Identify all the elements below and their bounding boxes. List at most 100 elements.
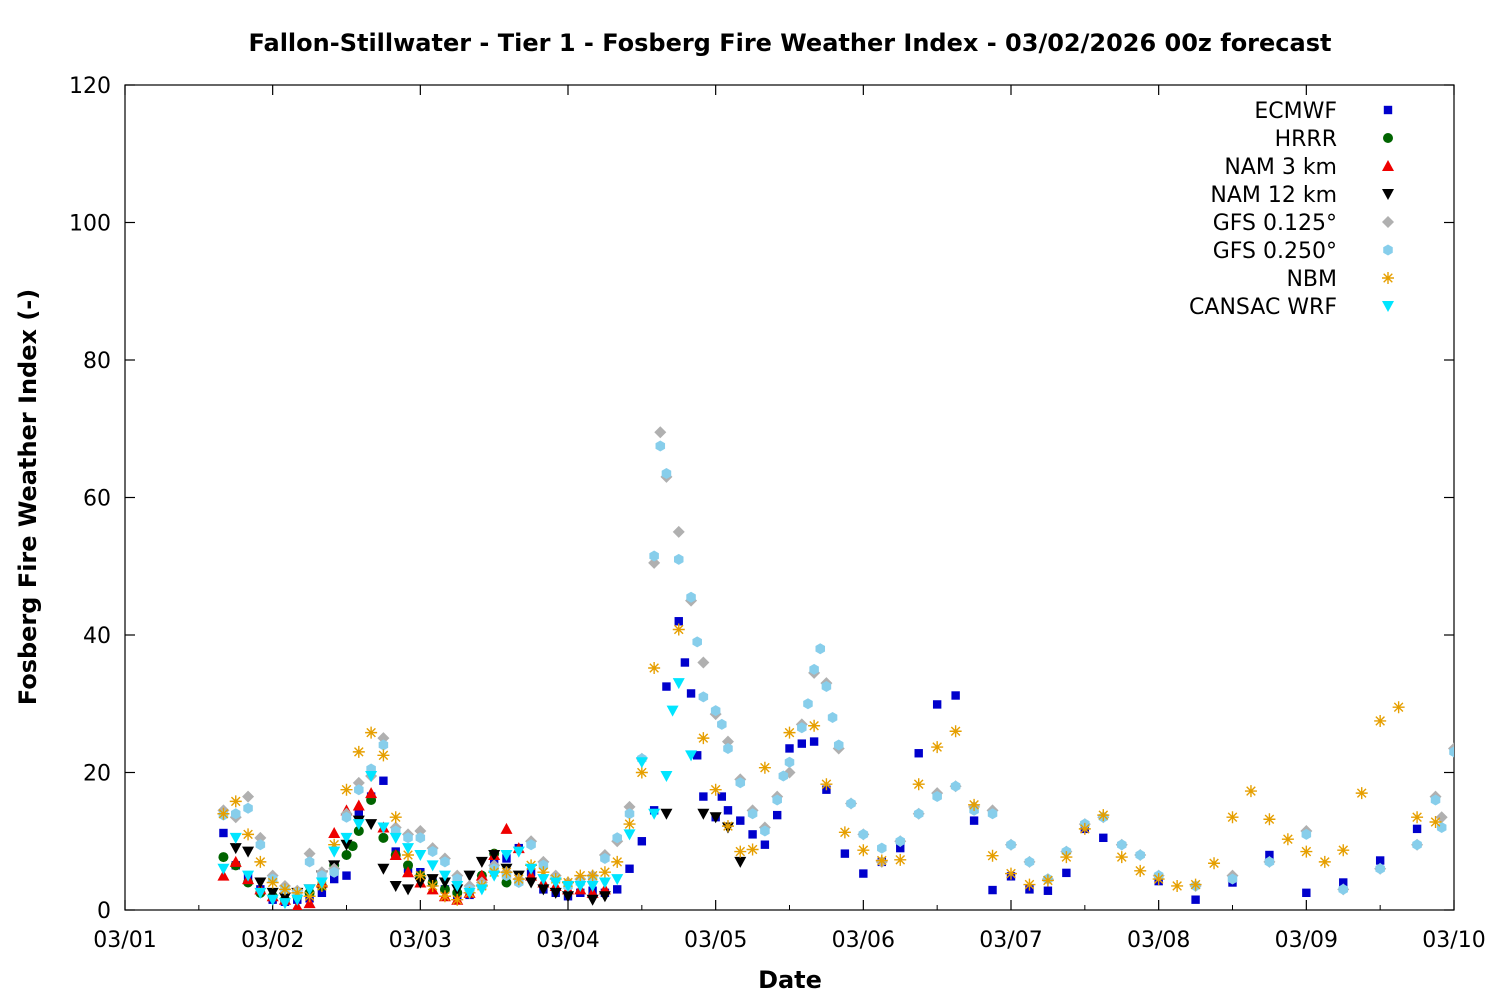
data-point [525,863,538,875]
data-point [697,732,710,745]
data-point [692,636,702,648]
data-point [1134,864,1147,877]
data-point [427,846,438,858]
data-point [403,832,413,844]
data-point [857,844,870,857]
data-point [1375,856,1385,865]
data-point [697,808,710,820]
data-point [352,745,365,758]
data-point [649,550,659,562]
data-point [278,898,291,910]
data-point [1099,833,1108,843]
data-point [537,866,550,879]
data-point [660,808,673,820]
data-point [254,831,267,844]
data-point [1062,868,1071,878]
data-point [734,845,747,858]
data-point [402,849,415,861]
legend-marker-nbm [1382,272,1394,284]
data-point [1264,856,1275,868]
data-point [352,819,365,831]
data-point [342,871,351,880]
y-tick-label: 80 [83,349,111,374]
data-point [537,884,550,896]
data-point [242,870,255,882]
data-point [778,770,789,782]
data-point [254,877,267,889]
data-point [1392,701,1405,714]
data-point [303,884,316,896]
data-point [623,800,636,813]
data-point [803,698,813,710]
data-point [1244,785,1257,798]
data-point [242,790,255,803]
data-point [291,886,304,899]
data-point [365,770,378,782]
data-point [415,832,426,844]
data-point [723,806,733,815]
data-point [809,663,819,675]
data-point [549,877,562,889]
data-point [662,682,671,691]
data-point [1265,850,1274,860]
data-point [666,705,679,717]
data-point [574,880,587,892]
data-point [414,869,427,882]
data-point [914,749,923,758]
data-point [255,839,266,851]
y-tick-label: 0 [97,899,111,924]
data-point [655,440,666,452]
data-point [598,891,611,903]
data-point [329,866,339,878]
y-tick-label: 60 [83,487,111,512]
data-point [951,691,960,700]
data-point [389,811,402,824]
data-point [414,824,427,837]
data-point [426,860,439,872]
x-tick-label: 03/09 [1275,928,1338,953]
data-point [797,722,807,734]
data-point [315,877,328,889]
data-point [537,874,550,886]
data-point [379,776,388,785]
data-point [402,884,415,896]
data-point [986,849,999,862]
data-point [340,783,353,796]
data-point [303,847,316,860]
data-point [613,885,622,894]
data-point [809,737,819,746]
data-point [710,705,721,717]
data-point [932,791,942,803]
data-point [611,874,624,886]
data-point [746,843,759,856]
legend-marker-ecmwf [1383,105,1393,115]
data-point [734,856,747,868]
x-tick-label: 03/03 [389,928,452,953]
data-point [328,827,341,838]
data-point [329,874,339,884]
data-point [266,876,279,889]
series-nbm [217,623,1442,906]
x-axis: 03/01 03/02 03/03 03/04 03/05 03/06 03/07 03/08… [93,85,1486,953]
data-point [699,792,708,801]
data-point [838,826,851,839]
data-point [969,816,979,825]
data-point [698,691,709,703]
data-point [840,849,850,858]
data-point [354,784,364,796]
data-point [426,874,439,886]
data-point [526,839,536,851]
data-point [304,856,315,868]
data-point [654,426,667,439]
legend-label-gfs-0-250: GFS 0.250° [1213,239,1337,264]
data-point [680,658,690,667]
data-point [242,828,255,841]
data-point [1338,883,1349,895]
data-point [875,854,888,867]
data-point [1226,811,1239,824]
data-point [475,856,488,868]
y-tick-label: 100 [69,212,111,237]
data-point [709,812,722,824]
legend-marker-nam-3-km [1382,160,1394,171]
data-point [1263,813,1276,826]
